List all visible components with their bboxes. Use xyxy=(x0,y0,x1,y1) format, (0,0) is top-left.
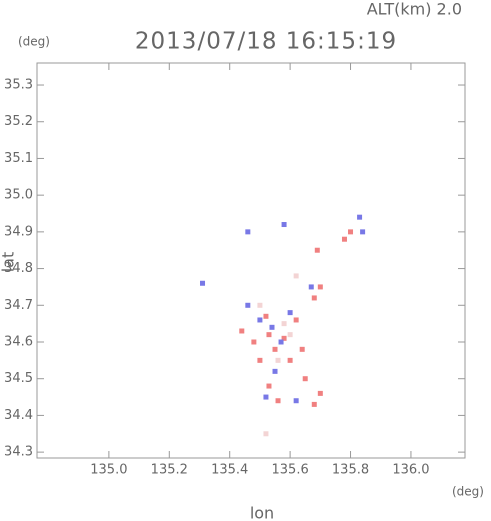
data-cell xyxy=(311,401,317,407)
data-cell xyxy=(360,229,366,235)
y-tick-label: 34.6 xyxy=(4,334,33,349)
data-cell xyxy=(287,332,293,338)
data-cell xyxy=(245,229,251,235)
y-tick-label: 35.1 xyxy=(4,151,33,166)
y-tick-label: 35.3 xyxy=(4,78,33,93)
y-tick-label: 35.2 xyxy=(4,114,33,129)
data-cell xyxy=(287,357,293,363)
data-cell xyxy=(251,339,257,345)
data-cell xyxy=(257,357,263,363)
data-cell xyxy=(302,376,308,382)
data-cell xyxy=(266,383,272,389)
data-cell xyxy=(317,284,323,290)
y-tick-label: 34.7 xyxy=(4,298,33,313)
data-cell xyxy=(293,317,299,323)
data-cell xyxy=(272,368,278,374)
data-cell xyxy=(293,398,299,404)
x-unit: (deg) xyxy=(452,485,484,499)
data-cell xyxy=(314,247,320,253)
data-cell xyxy=(245,302,251,308)
y-unit: (deg) xyxy=(18,35,50,49)
y-tick-label: 34.4 xyxy=(4,408,33,423)
x-tick-label: 135.4 xyxy=(211,463,248,478)
x-axis-label: lon xyxy=(250,504,274,521)
data-cell xyxy=(357,214,363,220)
data-cell xyxy=(348,229,354,235)
data-cell xyxy=(257,317,263,323)
x-tick-label: 135.6 xyxy=(272,463,309,478)
data-cell xyxy=(239,328,245,334)
data-cell xyxy=(299,346,305,352)
data-cell xyxy=(308,284,314,290)
data-cell xyxy=(281,321,287,327)
data-cell xyxy=(263,313,269,319)
data-cell xyxy=(272,346,278,352)
data-cell xyxy=(269,324,275,330)
data-cell xyxy=(263,394,269,400)
y-axis-label: lat xyxy=(0,252,18,273)
data-cell xyxy=(266,332,272,338)
data-cell xyxy=(200,280,206,286)
data-cell xyxy=(257,302,263,308)
data-cell xyxy=(281,335,287,341)
y-tick-label: 35.0 xyxy=(4,188,33,203)
x-tick-label: 135.2 xyxy=(151,463,188,478)
x-tick-label: 135.0 xyxy=(90,463,127,478)
x-tick-label: 136.0 xyxy=(392,463,429,478)
x-tick-label: 135.8 xyxy=(332,463,369,478)
chart-title: 2013/07/18 16:15:19 xyxy=(135,29,397,55)
data-cell xyxy=(287,310,293,316)
data-cell xyxy=(311,295,317,301)
data-cell xyxy=(341,236,347,242)
data-cell xyxy=(293,273,299,279)
y-tick-label: 34.5 xyxy=(4,371,33,386)
chart-subtitle: ALT(km) 2.0 xyxy=(367,0,462,19)
y-tick-label: 34.8 xyxy=(4,261,33,276)
data-cell xyxy=(263,431,269,437)
plot-frame xyxy=(36,62,466,459)
data-cell xyxy=(317,390,323,396)
data-cell xyxy=(281,222,287,228)
y-tick-label: 34.3 xyxy=(4,445,33,460)
data-cell xyxy=(275,398,281,404)
data-cell xyxy=(275,357,281,363)
data-cell xyxy=(278,339,284,345)
y-tick-label: 34.9 xyxy=(4,224,33,239)
